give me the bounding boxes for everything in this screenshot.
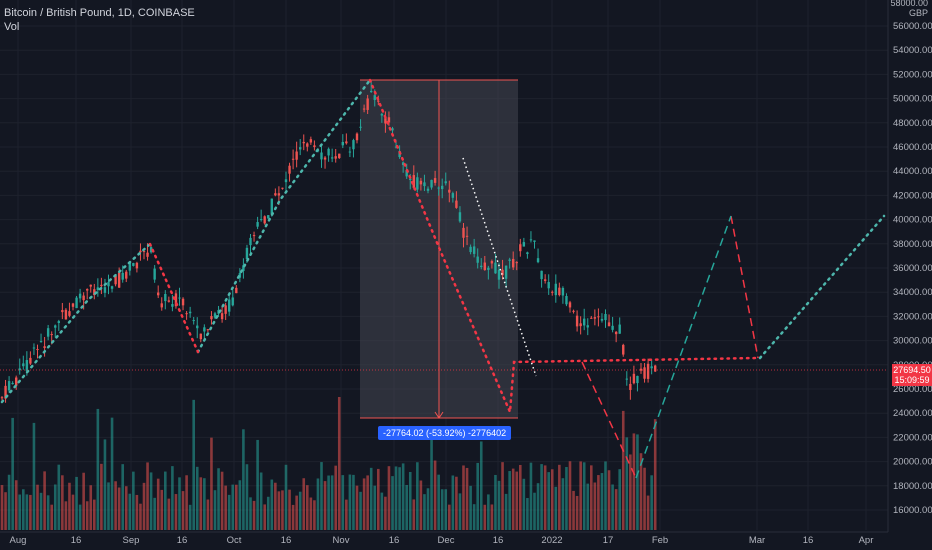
time-tick: Mar <box>749 535 765 546</box>
price-tick: 48000.00 <box>893 118 932 129</box>
currency-code: GBP <box>908 8 928 18</box>
time-tick: 16 <box>803 535 814 546</box>
red-dotted-decline[interactable] <box>368 78 760 413</box>
time-tick: 16 <box>71 535 82 546</box>
time-tick: 16 <box>281 535 292 546</box>
drawing-tools[interactable] <box>0 78 888 479</box>
price-tick: 46000.00 <box>893 142 932 153</box>
red-dotted-pullback[interactable] <box>148 242 200 354</box>
symbol-title[interactable]: Bitcoin / British Pound, 1D, COINBASE <box>4 7 195 19</box>
measure-result-label: -27764.02 (-53.92%) -2776402 <box>378 426 512 440</box>
teal-dotted-rise[interactable] <box>196 78 372 354</box>
time-tick: Sep <box>123 535 140 546</box>
red-dashed-projection[interactable] <box>581 361 637 479</box>
price-tick: 42000.00 <box>893 190 932 201</box>
red-dashed-drop[interactable] <box>730 215 759 359</box>
price-tick: 24000.00 <box>893 408 932 419</box>
time-tick: 2022 <box>541 535 562 546</box>
time-tick: Apr <box>859 535 874 546</box>
price-tick: 30000.00 <box>893 336 932 347</box>
teal-dotted-projection[interactable] <box>758 214 886 360</box>
price-tick: 20000.00 <box>893 457 932 468</box>
last-price-value: 27694.50 <box>893 365 931 375</box>
time-tick: Dec <box>438 535 455 546</box>
price-axis[interactable]: 56000.00 54000.00 52000.00 50000.00 48000.00… <box>887 0 932 532</box>
price-tick: 56000.00 <box>893 21 932 32</box>
currency-top-value: 58000.00 <box>890 0 928 8</box>
time-tick: Feb <box>652 535 668 546</box>
teal-dashed-projection[interactable] <box>635 215 732 479</box>
time-tick: Oct <box>227 535 242 546</box>
volume-label[interactable]: Vol <box>4 21 20 33</box>
price-tick: 18000.00 <box>893 481 932 492</box>
time-tick: Aug <box>10 535 27 546</box>
time-tick: 17 <box>603 535 614 546</box>
teal-dotted-uptrend[interactable] <box>0 242 152 404</box>
chart-legend: Bitcoin / British Pound, 1D, COINBASE Vo… <box>4 6 195 34</box>
time-tick: 16 <box>177 535 188 546</box>
price-tick: 22000.00 <box>893 432 932 443</box>
currency-label: 58000.00 GBP <box>890 0 928 18</box>
last-price-tag: 27694.50 15:09:59 <box>892 364 932 386</box>
price-tick: 40000.00 <box>893 215 932 226</box>
candlesticks <box>0 81 657 403</box>
price-tick: 38000.00 <box>893 239 932 250</box>
time-axis[interactable]: Aug 16 Sep 16 Oct 16 Nov 16 Dec 16 2022 17 Feb Mar 16 A… <box>0 531 888 546</box>
price-tick: 34000.00 <box>893 287 932 298</box>
price-tick: 44000.00 <box>893 166 932 177</box>
price-tick: 36000.00 <box>893 263 932 274</box>
time-tick: Nov <box>333 535 350 546</box>
bar-countdown: 15:09:59 <box>894 375 930 385</box>
time-tick: 16 <box>389 535 400 546</box>
time-tick: 16 <box>493 535 504 546</box>
price-tick: 50000.00 <box>893 94 932 105</box>
price-tick: 16000.00 <box>893 505 932 516</box>
price-tick: 54000.00 <box>893 45 932 56</box>
volume-bars <box>0 396 657 530</box>
price-tick: 32000.00 <box>893 311 932 322</box>
price-tick: 26000.00 <box>893 384 932 395</box>
price-tick: 52000.00 <box>893 69 932 80</box>
